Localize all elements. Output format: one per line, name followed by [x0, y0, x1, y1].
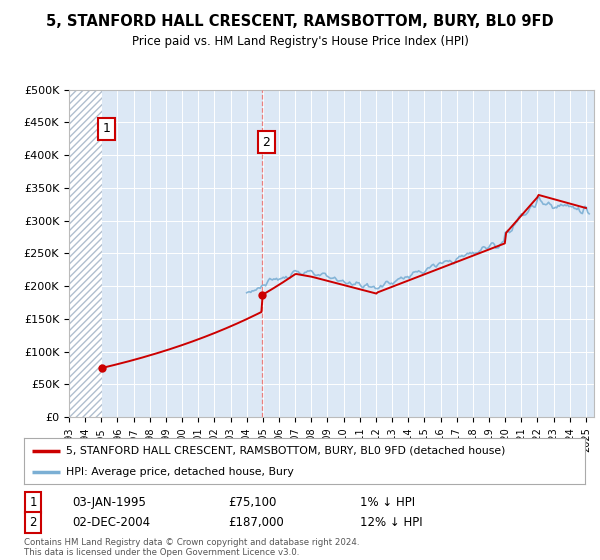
- Text: 12% ↓ HPI: 12% ↓ HPI: [360, 516, 422, 529]
- Text: 03-JAN-1995: 03-JAN-1995: [72, 496, 146, 509]
- Text: 5, STANFORD HALL CRESCENT, RAMSBOTTOM, BURY, BL0 9FD (detached house): 5, STANFORD HALL CRESCENT, RAMSBOTTOM, B…: [66, 446, 505, 456]
- Text: £187,000: £187,000: [228, 516, 284, 529]
- Text: Price paid vs. HM Land Registry's House Price Index (HPI): Price paid vs. HM Land Registry's House …: [131, 35, 469, 48]
- Text: HPI: Average price, detached house, Bury: HPI: Average price, detached house, Bury: [66, 467, 294, 477]
- Text: 5, STANFORD HALL CRESCENT, RAMSBOTTOM, BURY, BL0 9FD: 5, STANFORD HALL CRESCENT, RAMSBOTTOM, B…: [46, 14, 554, 29]
- Text: 1% ↓ HPI: 1% ↓ HPI: [360, 496, 415, 509]
- Text: 2: 2: [262, 136, 271, 148]
- Text: 02-DEC-2004: 02-DEC-2004: [72, 516, 150, 529]
- Text: Contains HM Land Registry data © Crown copyright and database right 2024.
This d: Contains HM Land Registry data © Crown c…: [24, 538, 359, 557]
- Text: £75,100: £75,100: [228, 496, 277, 509]
- Bar: [69, 90, 102, 417]
- Text: 1: 1: [103, 123, 110, 136]
- Text: 1: 1: [29, 496, 37, 509]
- Text: 2: 2: [29, 516, 37, 529]
